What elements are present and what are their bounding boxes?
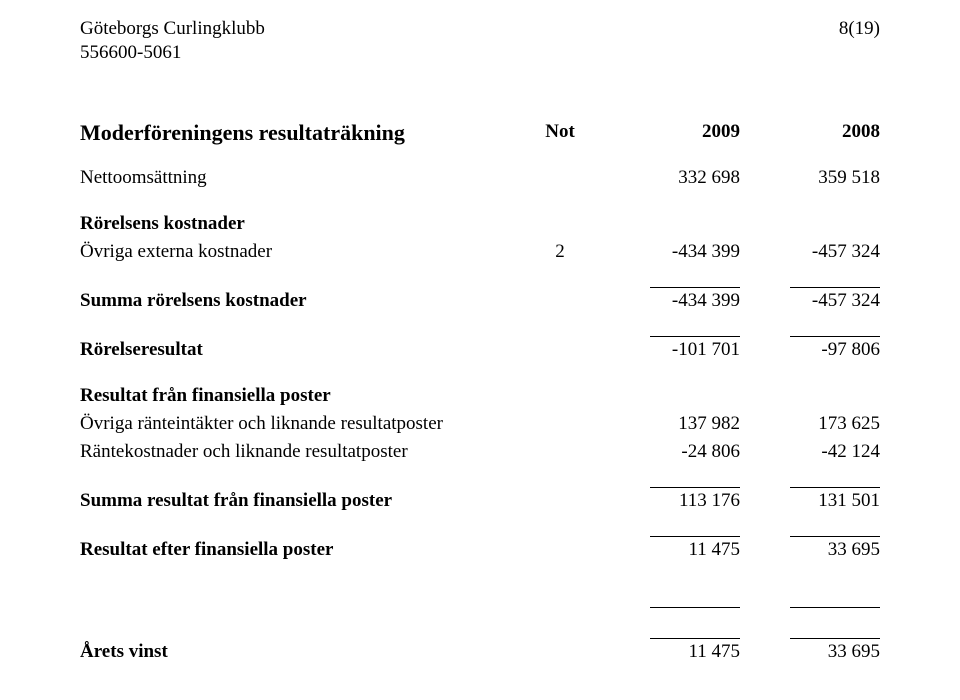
row-op-costs-header: Rörelsens kostnader [80,210,880,238]
row-other-int-income: Övriga ränteintäkter och liknande result… [80,410,880,438]
label: Årets vinst [80,635,520,666]
page-number: 8(19) [839,18,880,40]
value-y1: 113 176 [650,487,740,512]
col-header-year2: 2008 [740,118,880,146]
value-y2: 359 518 [790,167,880,189]
label: Resultat efter finansiella poster [80,533,520,564]
value-y1: 11 475 [650,638,740,663]
col-header-year1: 2009 [600,118,740,146]
row-op-result: Rörelseresultat -101 701 -97 806 [80,333,880,364]
not: 2 [520,238,600,266]
row-net-profit: Årets vinst 11 475 33 695 [80,635,880,666]
income-statement-table: Not 2009 2008 Nettoomsättning 332 698 35… [80,118,880,666]
value-y1: 11 475 [650,536,740,561]
label: Summa rörelsens kostnader [80,284,520,315]
label: Resultat från finansiella poster [80,382,520,410]
value-y2: 33 695 [790,638,880,663]
row-sum-op-costs: Summa rörelsens kostnader -434 399 -457 … [80,284,880,315]
value-y2: 131 501 [790,487,880,512]
label: Summa resultat från finansiella poster [80,484,520,515]
value-y1: -434 399 [650,287,740,312]
label: Rörelseresultat [80,333,520,364]
row-other-ext-costs: Övriga externa kostnader 2 -434 399 -457… [80,238,880,266]
org-name: Göteborgs Curlingklubb [80,18,265,40]
value-y2: -97 806 [790,336,880,361]
value-y2: -42 124 [790,441,880,463]
row-int-expense: Räntekostnader och liknande resultatpost… [80,438,880,466]
value-y1: -101 701 [650,336,740,361]
org-id: 556600-5061 [80,42,880,64]
value-y1: -434 399 [650,241,740,263]
label: Övriga externa kostnader [80,238,520,266]
value-y2: 33 695 [790,536,880,561]
col-header-not: Not [520,118,600,146]
value-y2: 173 625 [790,413,880,435]
value-y2: -457 324 [790,287,880,312]
value-y1: -24 806 [650,441,740,463]
label: Räntekostnader och liknande resultatpost… [80,438,520,466]
row-net-sales: Nettoomsättning 332 698 359 518 [80,164,880,192]
label: Övriga ränteintäkter och liknande result… [80,410,520,438]
row-fin-items-header: Resultat från finansiella poster [80,382,880,410]
value-y2: -457 324 [790,241,880,263]
value-y1: 137 982 [650,413,740,435]
row-sum-fin-items: Summa resultat från finansiella poster 1… [80,484,880,515]
value-y1: 332 698 [650,167,740,189]
row-result-after-fin: Resultat efter finansiella poster 11 475… [80,533,880,564]
label: Rörelsens kostnader [80,210,520,238]
label: Nettoomsättning [80,164,520,192]
